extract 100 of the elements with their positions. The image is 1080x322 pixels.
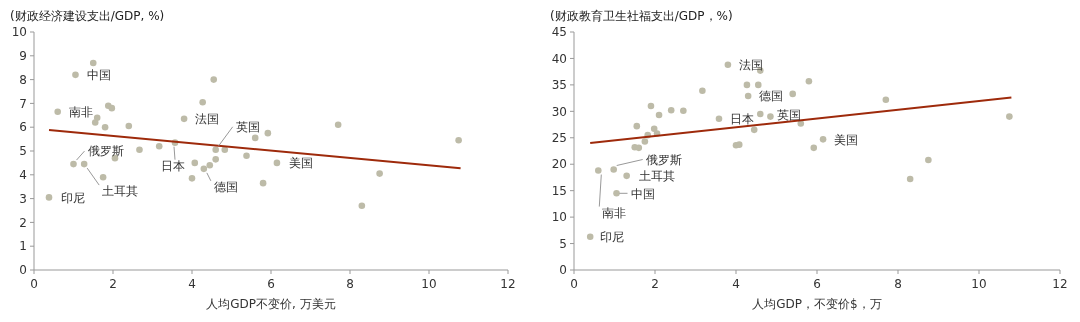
point [724,61,732,69]
point [45,194,53,201]
point [613,190,620,197]
point [108,104,116,112]
x-tick-label: 4 [732,277,740,291]
point [188,175,196,182]
point [251,134,259,142]
y-tick-label: 30 [551,104,567,119]
x-tick-label: 10 [421,277,437,291]
y-tick-label: 40 [551,51,567,66]
y-tick-label: 5 [559,236,567,251]
annotation: 英国 [235,120,260,135]
point [750,126,758,134]
point [125,122,133,130]
annotation: 俄罗斯 [645,152,682,167]
point [200,165,208,173]
x-tick-label: 2 [109,277,117,291]
point [212,156,219,163]
point [358,202,366,210]
y-tick-label: 9 [19,49,27,63]
point [155,142,163,150]
point [641,138,649,145]
y-tick-label: 20 [551,157,567,172]
annotation: 英国 [777,107,802,122]
x-tick-label: 10 [971,277,987,291]
annotation: 法国 [738,57,763,72]
x-axis-title: 人均GDP不变价, 万美元 [206,297,336,311]
point [655,111,663,119]
point [199,98,206,106]
x-tick-label: 0 [570,277,578,291]
point [667,106,675,114]
point [925,156,932,164]
y-tick-label: 6 [19,120,27,135]
point [715,115,723,123]
x-tick-label: 8 [346,277,354,291]
y-tick-label: 35 [551,78,567,93]
y-tick-label: 10 [551,210,567,225]
point [72,71,79,79]
point [1006,113,1013,120]
annotation: 南非 [68,104,93,119]
y-tick-label: 7 [19,96,27,111]
y-tick-label: 5 [19,144,27,159]
point [180,115,188,123]
point [623,172,630,180]
point [647,102,655,110]
point [264,129,272,137]
point [610,166,617,173]
point [206,161,214,169]
point [99,173,107,181]
annotation: 法国 [195,112,220,127]
annotation: 日本 [729,111,754,126]
annotation: 印尼 [61,190,86,205]
annotation: 德国 [759,89,784,104]
point [819,136,827,143]
point [789,90,796,98]
annotation: 印尼 [600,229,625,244]
point [376,170,383,177]
point [136,146,143,154]
annotation: 中国 [87,68,112,83]
point [595,167,602,174]
annotation: 土耳其 [638,169,675,184]
x-tick-label: 6 [267,277,275,291]
point [757,110,764,118]
point [89,59,97,67]
point [744,92,752,100]
point [754,81,762,89]
point [767,113,774,120]
x-tick-label: 12 [1052,277,1068,291]
point [743,81,751,89]
point [797,120,805,127]
point [455,136,462,144]
point [273,159,281,167]
y-tick-label: 10 [11,25,27,40]
x-axis-title: 人均GDP，不变价$，万 [752,297,882,311]
point [212,146,219,154]
point [54,108,61,116]
point [191,159,199,167]
y-tick-label: 0 [559,263,567,278]
y-tick-label: 4 [19,168,27,182]
annotation: 中国 [630,186,655,201]
point [210,76,218,83]
point [810,144,818,152]
x-tick-label: 2 [651,277,659,291]
y-axis-title: (财政经济建设支出/GDP, %) [10,9,165,23]
annotation: 美国 [834,132,859,147]
point [259,179,267,187]
y-axis-title: (财政教育卫生社福支出/GDP，%) [550,9,733,23]
y-tick-label: 1 [19,239,27,254]
point [906,175,914,183]
y-tick-label: 3 [19,191,27,206]
point [805,77,813,85]
annotation: 俄罗斯 [87,144,124,159]
x-tick-label: 4 [188,277,196,291]
annotation: 南非 [602,205,627,220]
point [586,233,594,240]
point [334,121,342,129]
point [221,146,229,154]
point [101,123,109,131]
annotation: 德国 [213,180,238,195]
point [70,160,77,168]
